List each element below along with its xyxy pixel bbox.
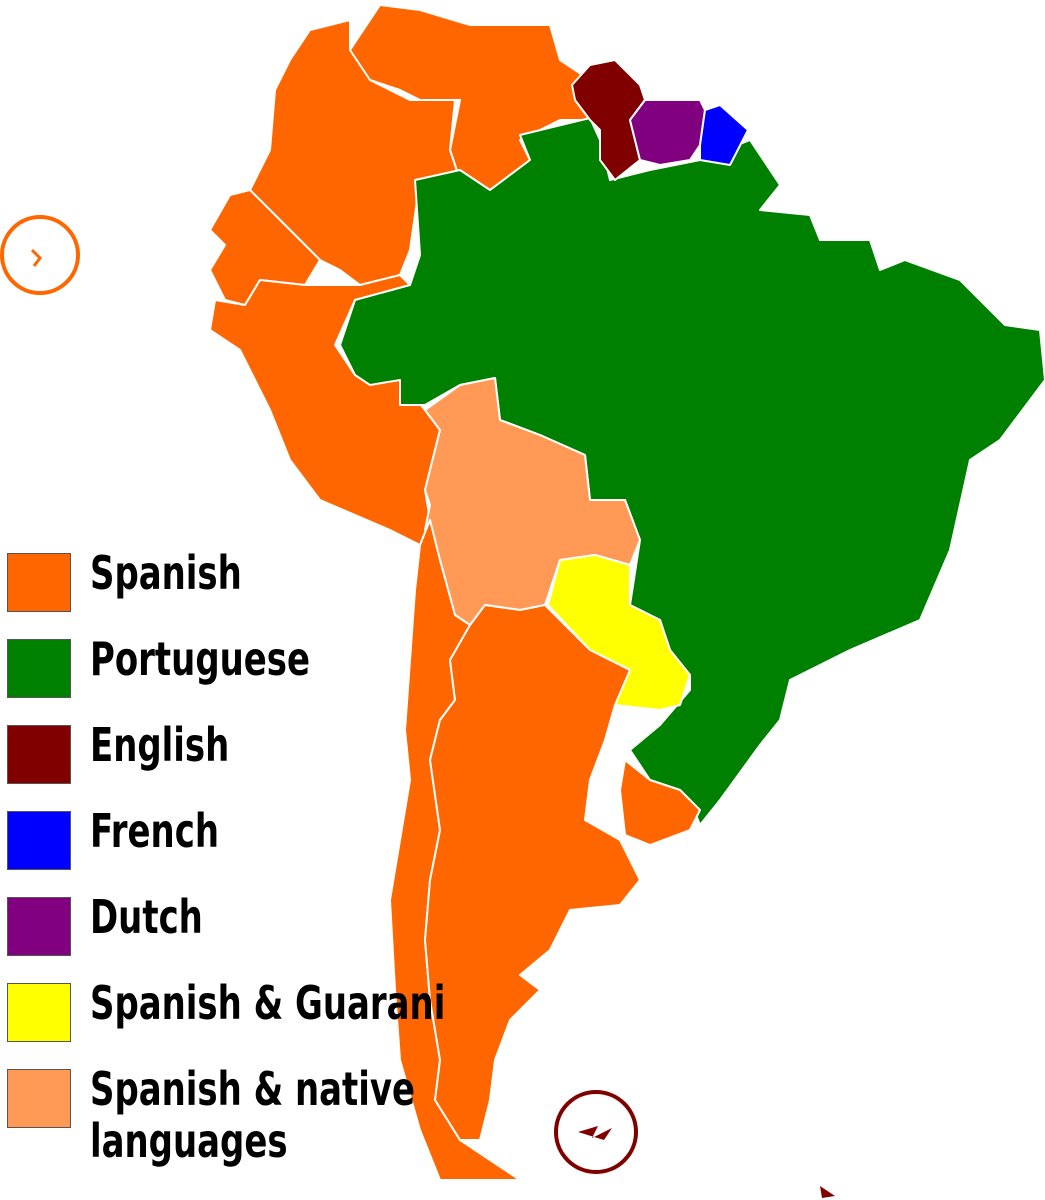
- legend-label: Spanish & Guarani: [90, 976, 446, 1030]
- french-guiana: [699, 104, 749, 166]
- suriname: [629, 99, 706, 166]
- legend-label: Portuguese: [90, 632, 311, 686]
- galapagos-islands: [30, 248, 42, 267]
- uruguay: [619, 759, 701, 846]
- legend-label: Spanish: [90, 546, 242, 600]
- guyana: [571, 59, 646, 181]
- legend-label: English: [90, 718, 230, 772]
- legend-label: French: [90, 804, 219, 858]
- venezuela: [349, 4, 591, 191]
- galapagos-inset: [0, 215, 80, 295]
- legend-label: Dutch: [90, 890, 203, 944]
- legend-swatch: [7, 983, 71, 1042]
- legend-label: Spanish & native languages: [90, 1062, 416, 1168]
- legend-swatch: [7, 639, 71, 698]
- falklands-islands: [578, 1126, 612, 1140]
- legend-swatch: [7, 811, 71, 870]
- south-georgia: [820, 1186, 835, 1198]
- legend-swatch: [7, 553, 71, 612]
- legend-swatch: [7, 1069, 71, 1128]
- argentina: [424, 604, 641, 1141]
- legend-swatch: [7, 725, 71, 784]
- falklands-inset: [554, 1090, 638, 1174]
- countries: [209, 4, 1045, 1181]
- legend-swatch: [7, 897, 71, 956]
